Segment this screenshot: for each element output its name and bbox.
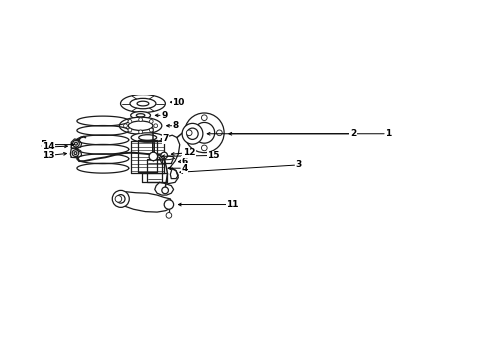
Ellipse shape xyxy=(128,121,153,130)
Text: 13: 13 xyxy=(42,151,55,160)
Text: 1: 1 xyxy=(385,129,392,138)
Ellipse shape xyxy=(131,112,150,119)
Ellipse shape xyxy=(136,114,145,117)
Text: 3: 3 xyxy=(295,161,302,170)
Text: 5: 5 xyxy=(40,140,46,149)
Text: 12: 12 xyxy=(183,148,196,157)
Circle shape xyxy=(187,128,198,139)
Ellipse shape xyxy=(130,98,156,109)
Circle shape xyxy=(149,152,158,161)
Text: 10: 10 xyxy=(172,98,185,107)
Bar xyxy=(147,159,162,183)
Circle shape xyxy=(139,130,143,134)
Text: 4: 4 xyxy=(181,164,188,173)
Circle shape xyxy=(184,113,224,153)
Circle shape xyxy=(128,128,132,132)
Text: 14: 14 xyxy=(42,143,55,152)
Circle shape xyxy=(161,152,168,159)
Circle shape xyxy=(112,190,129,207)
Circle shape xyxy=(186,130,192,136)
Circle shape xyxy=(149,128,153,132)
Text: 2: 2 xyxy=(350,129,356,138)
Circle shape xyxy=(162,187,169,194)
Circle shape xyxy=(139,118,143,121)
Circle shape xyxy=(201,115,207,121)
Text: 11: 11 xyxy=(226,200,239,209)
Ellipse shape xyxy=(139,135,157,140)
Circle shape xyxy=(194,122,215,143)
Ellipse shape xyxy=(121,95,165,113)
Circle shape xyxy=(217,130,222,136)
Circle shape xyxy=(72,150,79,156)
Ellipse shape xyxy=(137,101,149,106)
Circle shape xyxy=(128,120,132,123)
Circle shape xyxy=(115,195,122,202)
Text: 15: 15 xyxy=(207,151,220,160)
Text: 8: 8 xyxy=(173,121,179,130)
Circle shape xyxy=(164,200,173,209)
Circle shape xyxy=(149,120,153,123)
Circle shape xyxy=(154,124,158,128)
Polygon shape xyxy=(119,192,172,212)
Ellipse shape xyxy=(159,156,173,160)
Circle shape xyxy=(182,123,203,144)
Circle shape xyxy=(166,212,172,218)
Text: 9: 9 xyxy=(161,111,168,120)
Circle shape xyxy=(74,142,77,145)
Ellipse shape xyxy=(120,117,162,134)
Circle shape xyxy=(117,195,125,203)
Text: 6: 6 xyxy=(181,157,188,166)
Ellipse shape xyxy=(131,133,164,142)
Circle shape xyxy=(73,140,79,147)
Circle shape xyxy=(123,124,127,128)
Circle shape xyxy=(74,152,77,154)
Text: 7: 7 xyxy=(162,134,169,143)
Circle shape xyxy=(201,145,207,151)
